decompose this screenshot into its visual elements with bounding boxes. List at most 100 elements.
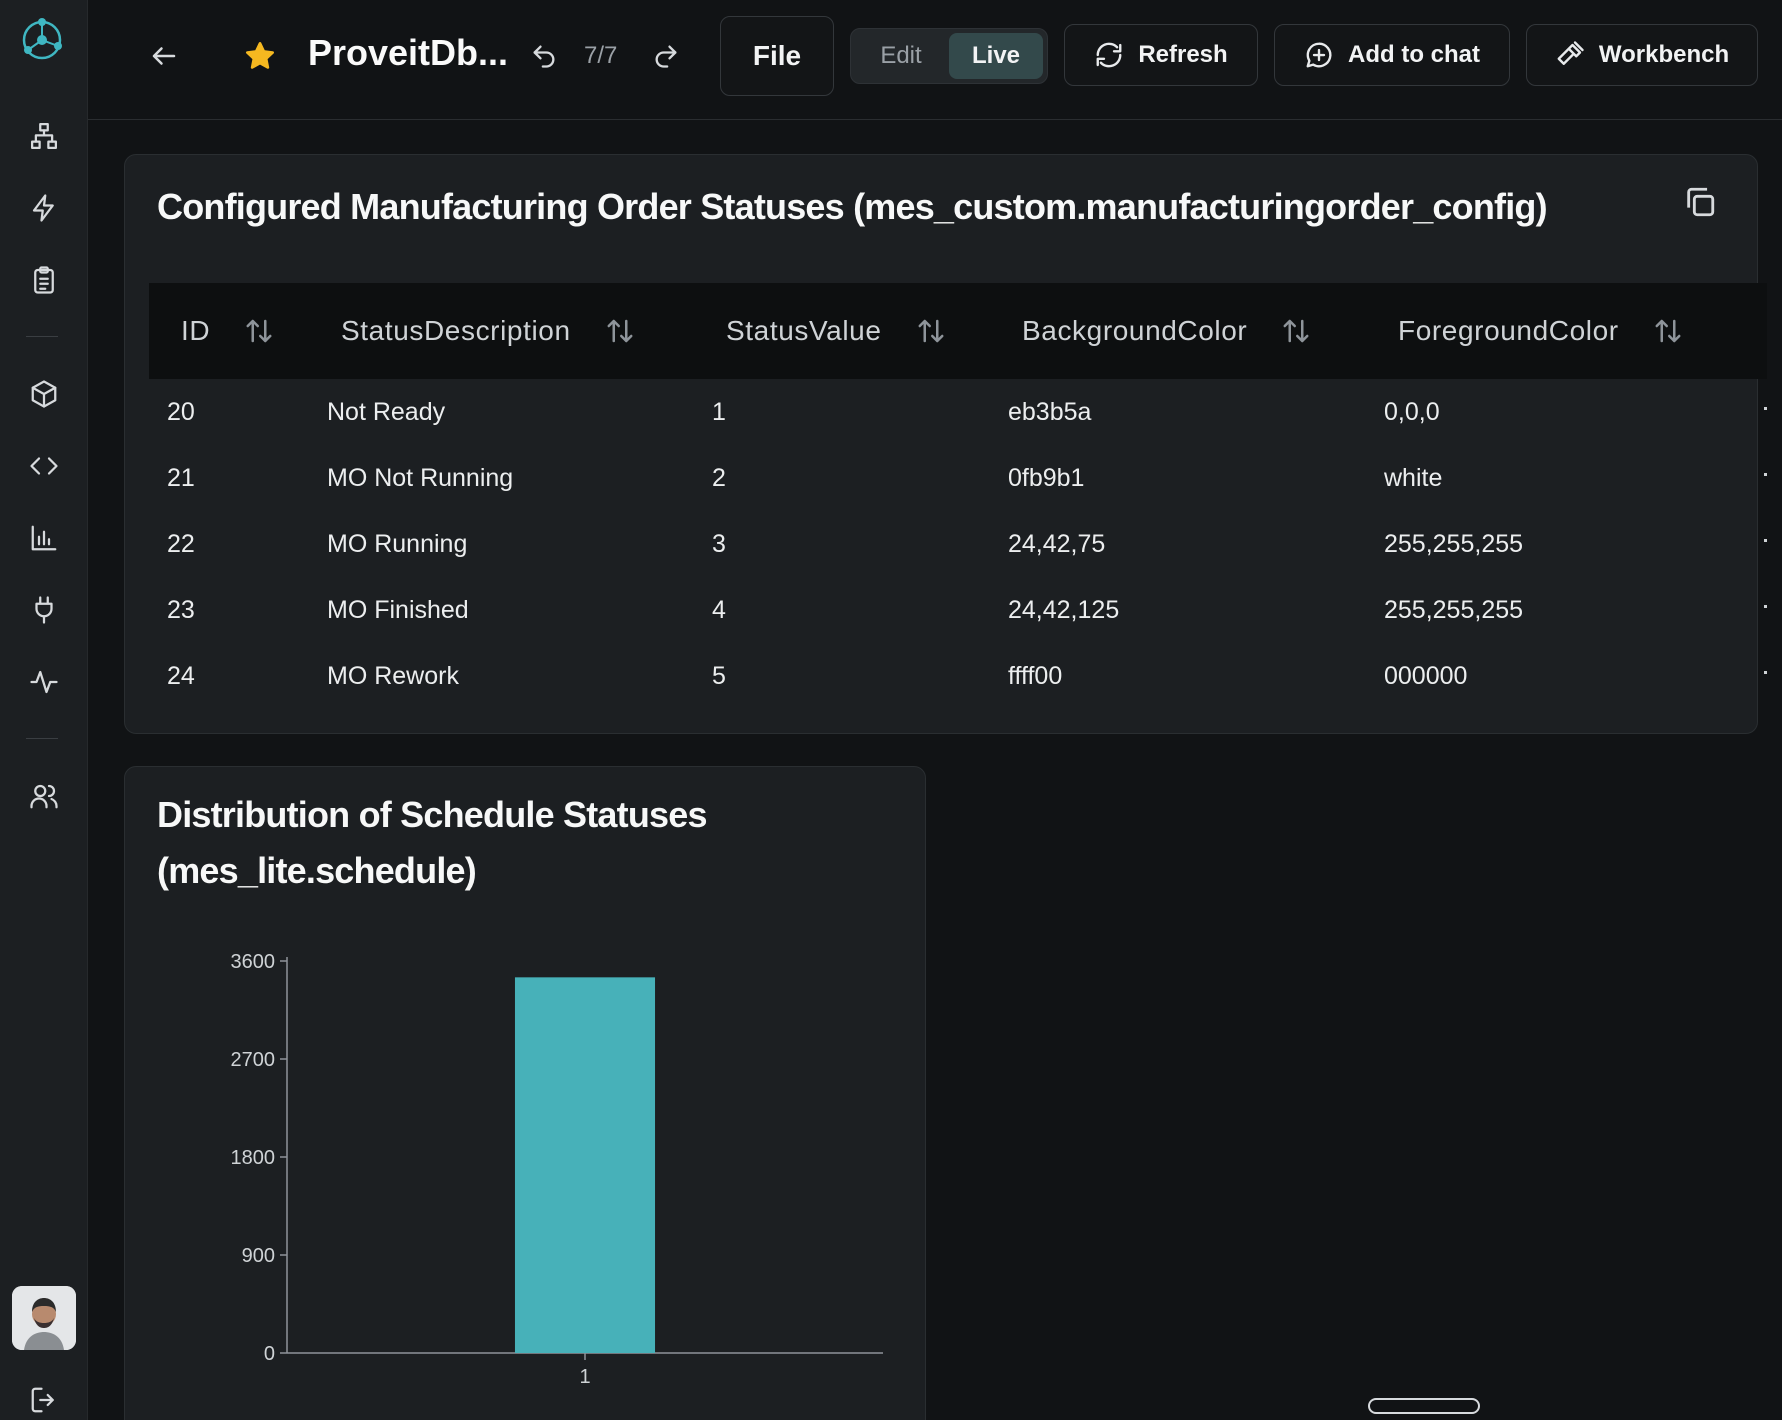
sort-icon[interactable]: [1281, 316, 1311, 346]
sort-icon[interactable]: [1653, 316, 1683, 346]
y-tick-label: 900: [242, 1245, 275, 1267]
column-header-statusdescription[interactable]: StatusDescription: [341, 283, 635, 379]
overflow-column-marker: [1764, 539, 1767, 542]
sort-icon[interactable]: [916, 316, 946, 346]
y-tick-label: 2700: [231, 1049, 276, 1071]
sort-icon[interactable]: [244, 316, 274, 346]
table-cell: 22: [167, 529, 195, 558]
table-row[interactable]: 24 MO Rework 5 ffff00 000000: [149, 643, 1767, 709]
logout-icon[interactable]: [24, 1380, 64, 1420]
table-cell: eb3b5a: [1008, 397, 1092, 426]
table-cell: 000000: [1384, 661, 1468, 690]
table-cell: 24,42,75: [1008, 529, 1106, 558]
table-cell: 3: [712, 529, 726, 558]
column-header-statusvalue[interactable]: StatusValue: [726, 283, 946, 379]
table-header: ID StatusDescription StatusValue Backgro…: [149, 283, 1767, 379]
add-to-chat-button[interactable]: Add to chat: [1274, 24, 1510, 86]
table-cell: 24: [167, 661, 195, 690]
table-cell: MO Finished: [327, 595, 469, 624]
bar: [514, 977, 656, 1353]
schedule-chart-title-line1: Distribution of Schedule Statuses: [157, 794, 707, 835]
sort-icon[interactable]: [605, 316, 635, 346]
refresh-icon: [1096, 42, 1122, 68]
file-button-label: File: [752, 40, 802, 71]
code-icon[interactable]: [24, 446, 64, 486]
table-row[interactable]: 22 MO Running 3 24,42,75 255,255,255: [149, 511, 1767, 577]
table-cell: white: [1384, 463, 1443, 492]
redo-icon[interactable]: [648, 38, 684, 74]
table-cell: 1: [712, 397, 726, 426]
cube-icon[interactable]: [24, 374, 64, 414]
hierarchy-icon[interactable]: [24, 116, 64, 156]
y-tick-label: 1800: [231, 1147, 276, 1169]
table-cell: ffff00: [1008, 661, 1063, 690]
lightning-icon[interactable]: [24, 188, 64, 228]
table-cell: 0fb9b1: [1008, 463, 1085, 492]
horizontal-scrollbar[interactable]: [1368, 1398, 1480, 1414]
add-to-chat-button-label: Add to chat: [1348, 41, 1480, 68]
overflow-column-marker: [1764, 605, 1767, 608]
sidebar-divider: [26, 738, 58, 739]
hammer-icon: [1557, 41, 1584, 65]
column-header-id[interactable]: ID: [181, 283, 274, 379]
chat-plus-icon: [1306, 42, 1332, 68]
column-header-label: BackgroundColor: [1022, 315, 1248, 346]
status-config-title: Configured Manufacturing Order Statuses …: [157, 186, 1548, 227]
y-tick-label: 3600: [231, 951, 276, 973]
sidebar: [0, 0, 88, 1420]
table-row[interactable]: 20 Not Ready 1 eb3b5a 0,0,0: [149, 379, 1767, 445]
activity-icon[interactable]: [24, 662, 64, 702]
clipboard-icon[interactable]: [24, 260, 64, 300]
app-logo-icon[interactable]: [16, 14, 68, 66]
y-tick-label: 0: [264, 1343, 275, 1365]
overflow-column-marker: [1764, 407, 1767, 410]
copy-icon[interactable]: [1683, 185, 1719, 221]
table-cell: 24,42,125: [1008, 595, 1120, 624]
overflow-column-marker: [1764, 473, 1767, 476]
table-row[interactable]: 21 MO Not Running 2 0fb9b1 white: [149, 445, 1767, 511]
overflow-column-marker: [1764, 671, 1767, 674]
column-header-label: ForegroundColor: [1398, 315, 1619, 346]
x-tick-label: 1: [579, 1366, 590, 1388]
table-cell: 21: [167, 463, 195, 492]
mode-toggle: Edit Live: [850, 28, 1048, 84]
status-config-card: Configured Manufacturing Order Statuses …: [124, 154, 1767, 734]
schedule-chart-card: Distribution of Schedule Statuses (mes_l…: [124, 766, 926, 1420]
top-bar: ProveitDb... 7/7 File Edit Live Refresh …: [88, 0, 1782, 120]
page-title: ProveitDb...: [308, 32, 509, 73]
table-cell: 20: [167, 397, 195, 426]
column-header-foregroundcolor[interactable]: ForegroundColor: [1398, 283, 1683, 379]
mode-edit-tab[interactable]: Edit: [880, 42, 922, 69]
table-cell: 23: [167, 595, 195, 624]
history-counter: 7/7: [584, 42, 618, 69]
refresh-button[interactable]: Refresh: [1064, 24, 1258, 86]
schedule-chart-title-line2: (mes_lite.schedule): [157, 850, 477, 891]
table-cell: MO Running: [327, 529, 468, 558]
star-icon[interactable]: [242, 38, 278, 74]
table-cell: 255,255,255: [1384, 529, 1524, 558]
users-icon[interactable]: [24, 776, 64, 816]
bar-chart-icon[interactable]: [24, 518, 64, 558]
workbench-button[interactable]: Workbench: [1526, 24, 1758, 86]
table-cell: 4: [712, 595, 726, 624]
table-cell: 2: [712, 463, 726, 492]
table-cell: 5: [712, 661, 726, 690]
table-row[interactable]: 23 MO Finished 4 24,42,125 255,255,255: [149, 577, 1767, 643]
table-cell: MO Not Running: [327, 463, 514, 492]
workbench-button-label: Workbench: [1598, 41, 1730, 68]
undo-icon[interactable]: [526, 38, 562, 74]
column-header-label: StatusValue: [726, 315, 882, 346]
schedule-bar-chart: 0 900 1800 2700 3600 1: [231, 951, 883, 1388]
column-header-backgroundcolor[interactable]: BackgroundColor: [1022, 283, 1311, 379]
mode-live-tab[interactable]: Live: [949, 33, 1043, 79]
table-cell: MO Rework: [327, 661, 459, 690]
refresh-button-label: Refresh: [1138, 41, 1228, 68]
table-cell: 0,0,0: [1384, 397, 1440, 426]
plug-icon[interactable]: [24, 590, 64, 630]
column-header-label: ID: [181, 315, 211, 346]
avatar[interactable]: [12, 1286, 76, 1350]
file-button[interactable]: File: [720, 16, 834, 96]
column-header-label: StatusDescription: [341, 315, 571, 346]
table-cell: 255,255,255: [1384, 595, 1524, 624]
back-arrow-icon[interactable]: [146, 38, 182, 74]
